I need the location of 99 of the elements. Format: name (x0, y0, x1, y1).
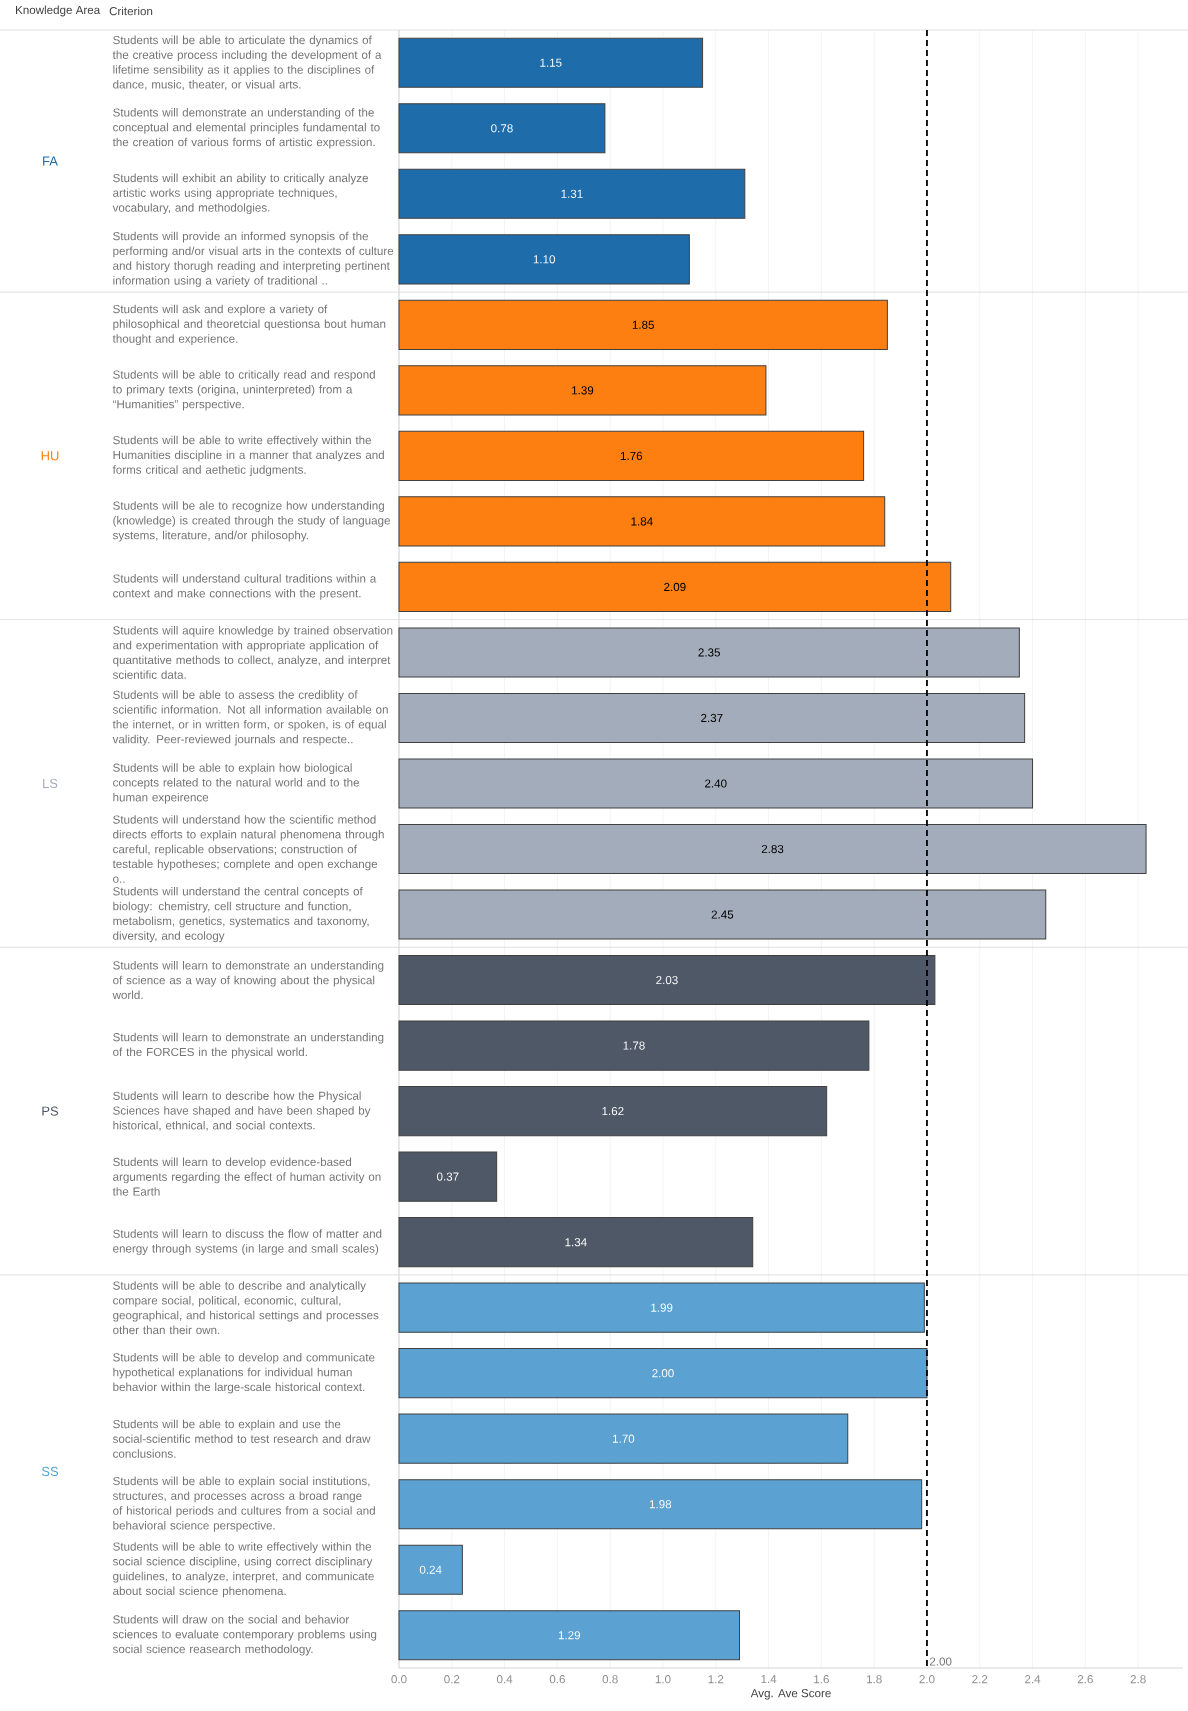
data-label: 1.39 (572, 386, 594, 395)
data-label: 0.78 (491, 124, 513, 133)
x-axis-title: Avg. Ave Score (750, 1689, 831, 1700)
bar (398, 430, 865, 481)
data-label: 1.34 (565, 1238, 587, 1247)
bar (398, 954, 936, 1006)
bar (398, 1282, 925, 1333)
text: SS (41, 1466, 59, 1477)
data-label: 1.62 (602, 1106, 624, 1116)
bar (398, 561, 952, 612)
bar (398, 1413, 849, 1464)
y-tick-label: Students will aquire knowledge by trained observation and experimentation with appropriate application of quantitative methods to collect, analyze, and interpret scientific data. (112, 625, 393, 679)
x-tick-label: 2.6 (1077, 1675, 1093, 1684)
x-tick-label: 1.2 (708, 1675, 724, 1684)
bar (398, 823, 1147, 875)
x-tick-label: 2.0 (919, 1675, 935, 1684)
y-tick-label: Students will be able to write effectively within the social science discipline, using correct disciplinary guidelines, to analyze, interpret, and communicate about social science phenomena. (112, 1542, 374, 1598)
data-label: 1.15 (540, 58, 562, 67)
data-label: 1.10 (533, 255, 556, 264)
y-tick-label: Students will learn to discuss the flow of matter and energy through systems (in large and small scales) (113, 1229, 382, 1255)
x-tick-label: 1.6 (814, 1675, 829, 1684)
x-tick-label: 0.4 (496, 1675, 513, 1684)
bar (398, 365, 767, 416)
bar (398, 103, 606, 154)
ref-line-label: 2.00 (929, 1657, 952, 1666)
bar (398, 692, 1026, 744)
bar (398, 168, 746, 219)
x-tick-label: 0.8 (602, 1675, 618, 1684)
data-label: 1.76 (620, 451, 643, 460)
y-tick-label: Students will be able to develop and communicate hypothetical explanations for individual human behavior within the large-scale historical context. (113, 1352, 375, 1394)
data-label: 1.85 (632, 320, 654, 329)
bar (398, 496, 886, 547)
y-axis-title: Criterion (109, 6, 153, 16)
bar (398, 1086, 828, 1137)
x-tick-label: 0.0 (391, 1675, 407, 1684)
data-label: 0.37 (436, 1172, 459, 1181)
data-label: 2.03 (656, 975, 678, 985)
legend-title: Knowledge Area (16, 5, 101, 17)
x-tick-label: 2.8 (1130, 1675, 1146, 1684)
bar (398, 1544, 463, 1595)
bar (398, 1479, 923, 1530)
bar (398, 234, 690, 285)
x-tick-label: 0.2 (444, 1675, 460, 1684)
y-tick-label: Students will provide an informed synopsis of the performing and/or visual arts in the contexts of culture and history thorugh reading and interpreting pertinent information using a variety of traditional .. (113, 231, 394, 287)
bar (398, 1151, 498, 1202)
y-tick-label: Students will learn to describe how the Physical Sciences have shaped and have been shaped by historical, ethnical, and social contexts. (113, 1091, 371, 1131)
x-tick-label: 1.8 (866, 1675, 882, 1684)
y-tick-label: Students will learn to demonstrate an understanding of science as a way of knowing about the physical world. (112, 960, 384, 1000)
data-label: 2.35 (698, 648, 720, 657)
data-label: 2.00 (652, 1369, 674, 1378)
data-label: 2.09 (664, 582, 686, 592)
x-tick-label: 2.4 (1025, 1675, 1041, 1684)
y-tick-label: Students will understand how the scientific method directs efforts to explain natural phenomena through careful, replicable observations; construction of testable hypotheses; complete and open exchange o.. (112, 815, 384, 883)
bar (398, 37, 704, 88)
bar (398, 758, 1034, 809)
data-label: 1.70 (612, 1434, 635, 1443)
x-tick-label: 1.4 (761, 1675, 777, 1684)
data-label: 2.37 (701, 713, 723, 723)
y-tick-label: Students will learn to demonstrate an understanding of the FORCES in the physical world. (113, 1032, 384, 1059)
y-tick-label: Students will exhibit an ability to critically analyze artistic works using appropriate techniques, vocabulary, and methodolgies. (112, 173, 368, 215)
bar (398, 627, 1020, 678)
x-tick-label: 1.0 (655, 1675, 671, 1684)
x-tick-label: 0.6 (549, 1675, 565, 1684)
bar (398, 1020, 870, 1071)
text: FA (43, 156, 58, 166)
y-tick-label: Students will be able to explain and use the social-scientific method to test research and draw conclusions. (112, 1419, 371, 1458)
data-label: 2.40 (705, 779, 727, 788)
data-label: 1.98 (649, 1500, 672, 1509)
data-label: 1.84 (631, 517, 653, 526)
data-label: 0.24 (419, 1565, 442, 1574)
y-tick-label: Students will understand the central concepts of biology: chemistry, cell structure and function, metabolism, genetics, systematics and taxonomy, diversity, and ecology (113, 886, 369, 943)
y-tick-label: Students will understand cultural traditions within a context and make connections with the present. (113, 574, 377, 600)
y-tick-label: Students will be able to explain social institutions, structures, and processes across a broad range of historical periods and cultures from a social and behavioral science perspective. (112, 1476, 375, 1532)
y-tick-label: Students will ask and explore a variety of philosophical and theoretcial questionsa bout human thought and experience. (112, 304, 386, 346)
y-tick-label: Students will demonstrate an understanding of the conceptual and elemental principles fundamental to the creation of various forms of artistic expression. (112, 108, 380, 149)
bar (398, 299, 888, 350)
y-tick-label: Students will draw on the social and behavior sciences to evaluate contemporary problems using social science reasearch methodology. (112, 1615, 377, 1656)
bar (398, 1217, 754, 1268)
text: HU (41, 451, 59, 461)
bar (398, 889, 1047, 940)
y-tick-label: Students will be able to assess the crediblity of scientific information. Not all information available on the internet, or in written form, or spoken, is of equal validity. Peer-reviewed journals and respecte.. (112, 690, 388, 746)
data-label: 1.31 (561, 189, 583, 198)
x-tick-label: 2.2 (972, 1675, 988, 1684)
y-tick-label: Students will be ale to recognize how understanding (knowledge) is created through the study of language systems, literature, and/or philosophy. (112, 501, 390, 542)
data-label: 1.99 (651, 1303, 673, 1312)
y-tick-label: Students will be able to describe and analytically compare social, political, economic, cultural, geographical, and historical settings and processes other than their own. (113, 1281, 379, 1335)
y-tick-label: Students will be able to critically read and respond to primary texts (origina, uninterpreted) from a “Humanities” perspective. (112, 370, 375, 411)
data-label: 1.29 (558, 1631, 580, 1640)
y-tick-label: Students will be able to write effectively within the Humanities discipline in a manner that analyzes and forms critical and aethetic judgments. (112, 435, 384, 477)
data-label: 2.45 (711, 910, 734, 919)
y-tick-label: Students will be able to articulate the dynamics of the creative process including the development of a lifetime sensibility as it applies to the disciplines of dance, music, theater, or visual arts. (112, 35, 382, 90)
text: LS (43, 778, 58, 789)
bar (398, 1610, 741, 1661)
bar (398, 1348, 928, 1399)
y-tick-label: Students will learn to develop evidence-based arguments regarding the effect of human activity on the Earth (112, 1157, 381, 1196)
data-label: 1.78 (623, 1041, 645, 1050)
text: PS (42, 1106, 59, 1116)
data-label: 2.83 (761, 844, 784, 854)
y-tick-label: Students will be able to explain how biological concepts related to the natural world and to the human expeirence (113, 763, 359, 804)
